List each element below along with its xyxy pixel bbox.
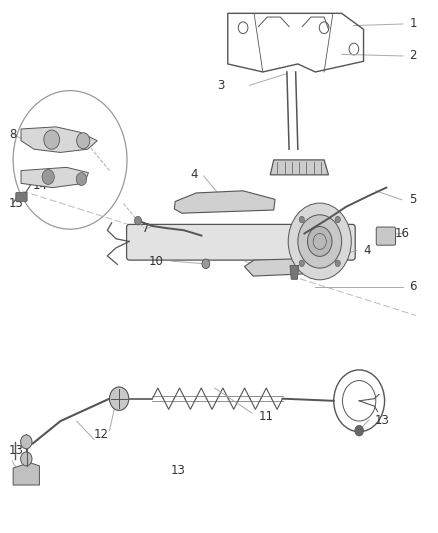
Circle shape (21, 452, 32, 466)
Polygon shape (290, 265, 299, 279)
Text: 6: 6 (410, 280, 417, 293)
Circle shape (307, 227, 332, 256)
Polygon shape (21, 127, 97, 152)
Text: 9: 9 (333, 254, 340, 266)
Text: 15: 15 (9, 197, 24, 210)
Circle shape (21, 435, 32, 449)
FancyBboxPatch shape (16, 192, 27, 201)
Text: 5: 5 (410, 193, 417, 206)
Text: 10: 10 (149, 255, 164, 268)
Polygon shape (244, 258, 334, 276)
Circle shape (335, 216, 340, 223)
Circle shape (288, 203, 351, 280)
Text: 13: 13 (374, 414, 389, 426)
Circle shape (202, 259, 210, 269)
Circle shape (335, 260, 340, 266)
Circle shape (110, 387, 129, 410)
Text: 8: 8 (9, 128, 16, 141)
Circle shape (355, 425, 364, 436)
FancyBboxPatch shape (376, 227, 396, 245)
Circle shape (42, 169, 54, 184)
Polygon shape (174, 191, 275, 213)
Circle shape (44, 130, 60, 149)
Text: 13: 13 (171, 464, 186, 477)
Polygon shape (270, 160, 328, 175)
Text: 2: 2 (410, 50, 417, 62)
Text: 13: 13 (9, 444, 24, 457)
Circle shape (299, 216, 304, 223)
Circle shape (298, 215, 342, 268)
Text: 11: 11 (258, 410, 273, 423)
Text: 7: 7 (142, 222, 150, 235)
Polygon shape (13, 463, 39, 485)
Text: 1: 1 (410, 18, 417, 30)
Circle shape (299, 260, 304, 266)
Text: 14: 14 (33, 179, 48, 192)
Circle shape (77, 133, 90, 149)
Text: 4: 4 (364, 244, 371, 257)
FancyBboxPatch shape (127, 224, 355, 260)
Text: 3: 3 (217, 79, 224, 92)
Circle shape (76, 173, 87, 185)
Text: 4: 4 (191, 168, 198, 181)
Text: 12: 12 (94, 428, 109, 441)
Polygon shape (21, 167, 88, 188)
Circle shape (134, 216, 141, 225)
Text: 16: 16 (394, 227, 409, 240)
